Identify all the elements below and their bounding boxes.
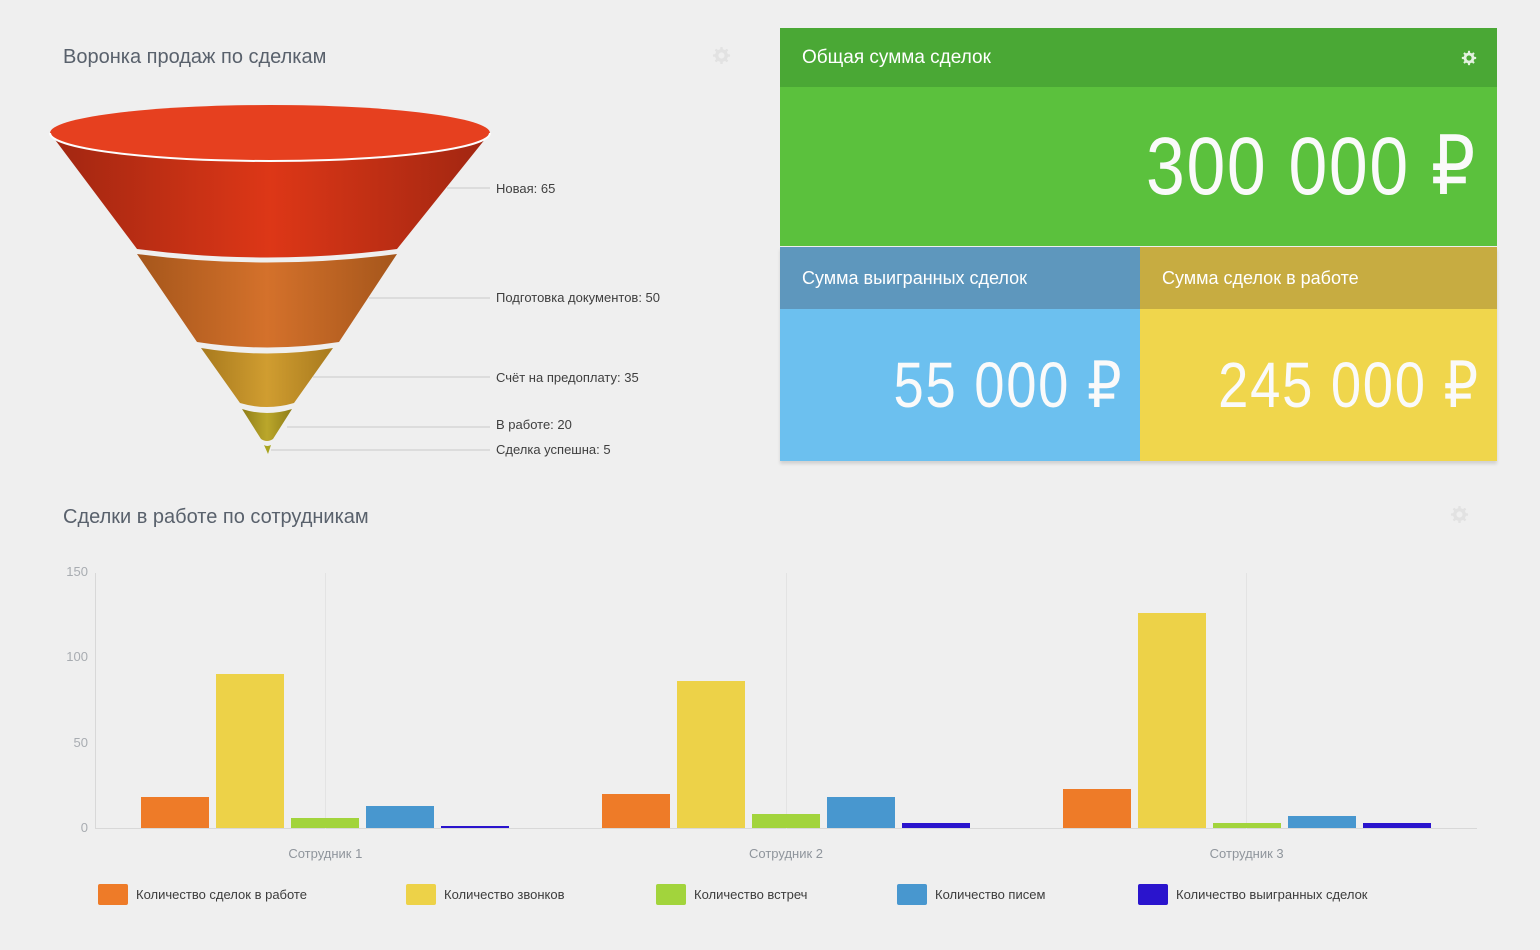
funnel-leader-lines: [271, 187, 490, 451]
legend-label: Количество сделок в работе: [136, 887, 307, 902]
category-gridline: [324, 573, 326, 829]
tile-inprogress-body: 245 000 ₽: [1140, 309, 1497, 461]
y-tick-label: 50: [73, 734, 88, 750]
bar-Количество писем-Сотрудник 2: [827, 797, 895, 828]
tile-won-body: 55 000 ₽: [780, 309, 1140, 461]
legend-item[interactable]: Количество сделок в работе: [98, 884, 307, 905]
legend-swatch: [897, 884, 927, 905]
bar-Количество встреч-Сотрудник 3: [1212, 822, 1281, 828]
legend-swatch: [656, 884, 686, 905]
tile-won-title: Сумма выигранных сделок: [802, 267, 1028, 288]
funnel-stage-inwork: [242, 409, 292, 441]
tile-inprogress-title: Сумма сделок в работе: [1162, 267, 1359, 288]
gear-icon[interactable]: [1450, 505, 1469, 524]
legend-swatch: [406, 884, 436, 905]
funnel-widget-title: Воронка продаж по сделкам: [63, 46, 327, 68]
funnel-stage-new: [50, 133, 490, 258]
category-label: Сотрудник 1: [288, 846, 363, 861]
funnel-rim: [49, 132, 491, 162]
tile-total-value: 300 000 ₽: [1145, 121, 1477, 212]
y-axis-ticks: 150 100 50 0: [40, 564, 88, 835]
bar-Количество выигранных сделок-Сотрудник 2: [902, 822, 970, 828]
bar-Количество звонков-Сотрудник 2: [677, 681, 745, 828]
bar-Количество встреч-Сотрудник 2: [752, 814, 820, 828]
legend-label: Количество звонков: [444, 887, 565, 902]
legend-label: Количество выигранных сделок: [1176, 887, 1368, 902]
funnel-stage-label: Счёт на предоплату: 35: [496, 370, 639, 385]
tile-won-header: Сумма выигранных сделок: [780, 247, 1140, 309]
funnel-stage-new-top: [50, 105, 490, 161]
bar-legend: Количество сделок в работе Количество зво…: [0, 884, 1540, 910]
bar-chart-title: Сделки в работе по сотрудникам: [63, 506, 369, 528]
category-gridline: [785, 573, 787, 829]
funnel-stage-success: [264, 445, 271, 454]
bar-Количество сделок в работе-Сотрудник 1: [141, 797, 210, 828]
bar-plot: [95, 573, 1477, 829]
funnel-stage-label: Новая: 65: [496, 181, 556, 196]
bar-Количество встреч-Сотрудник 1: [291, 817, 360, 828]
funnel-stage-label: Подготовка документов: 50: [496, 290, 661, 305]
bar-Количество звонков-Сотрудник 3: [1137, 612, 1206, 828]
y-tick-label: 100: [66, 649, 88, 665]
tile-won-value: 55 000 ₽: [893, 348, 1123, 421]
gear-icon[interactable]: [1461, 50, 1477, 66]
funnel-stage-documents: [137, 254, 397, 348]
funnel-stage-label: В работе: 20: [496, 417, 572, 432]
tile-inprogress-value: 245 000 ₽: [1218, 348, 1480, 421]
gear-icon[interactable]: [712, 46, 731, 65]
legend-label: Количество писем: [935, 887, 1046, 902]
legend-item[interactable]: Количество выигранных сделок: [1138, 884, 1367, 905]
category-gridline: [1246, 573, 1248, 829]
funnel-stage-label: Сделка успешна: 5: [496, 442, 611, 457]
bar-Количество выигранных сделок-Сотрудник 1: [441, 826, 510, 828]
tile-total-title: Общая сумма сделок: [802, 46, 991, 68]
legend-item[interactable]: Количество звонков: [406, 884, 565, 905]
legend-swatch: [98, 884, 128, 905]
category-label: Сотрудник 3: [1209, 846, 1284, 861]
y-tick-label: 150: [66, 564, 88, 579]
tile-won-deals: Сумма выигранных сделок 55 000 ₽: [780, 247, 1140, 461]
bar-Количество сделок в работе-Сотрудник 2: [602, 793, 670, 828]
legend-item[interactable]: Количество писем: [897, 884, 1045, 905]
bar-Количество писем-Сотрудник 3: [1287, 816, 1356, 828]
summary-tiles-widget: Общая сумма сделок 300 000 ₽ Сумма выигр…: [780, 28, 1497, 461]
bar-Количество писем-Сотрудник 1: [366, 805, 435, 828]
legend-label: Количество встреч: [694, 887, 808, 902]
bar-Количество сделок в работе-Сотрудник 3: [1062, 788, 1131, 828]
legend-item[interactable]: Количество встреч: [656, 884, 807, 905]
tile-total-body: 300 000 ₽: [780, 87, 1497, 246]
tile-row: Сумма выигранных сделок 55 000 ₽ Сумма с…: [780, 247, 1497, 461]
y-axis-line: [95, 573, 96, 829]
tile-inprogress-deals: Сумма сделок в работе 245 000 ₽: [1140, 247, 1497, 461]
tile-inprogress-header: Сумма сделок в работе: [1140, 247, 1497, 309]
category-labels: Сотрудник 1 Сотрудник 2 Сотрудник 3: [95, 846, 1477, 866]
legend-swatch: [1138, 884, 1168, 905]
category-label: Сотрудник 2: [749, 846, 823, 861]
tile-total-deals: Общая сумма сделок 300 000 ₽: [780, 28, 1497, 246]
bar-Количество выигранных сделок-Сотрудник 3: [1362, 822, 1431, 828]
tile-total-header: Общая сумма сделок: [780, 28, 1497, 87]
funnel-chart: [49, 105, 491, 454]
bar-Количество звонков-Сотрудник 1: [216, 674, 285, 828]
y-tick-label: 0: [80, 820, 88, 835]
funnel-stage-invoice: [201, 348, 333, 407]
